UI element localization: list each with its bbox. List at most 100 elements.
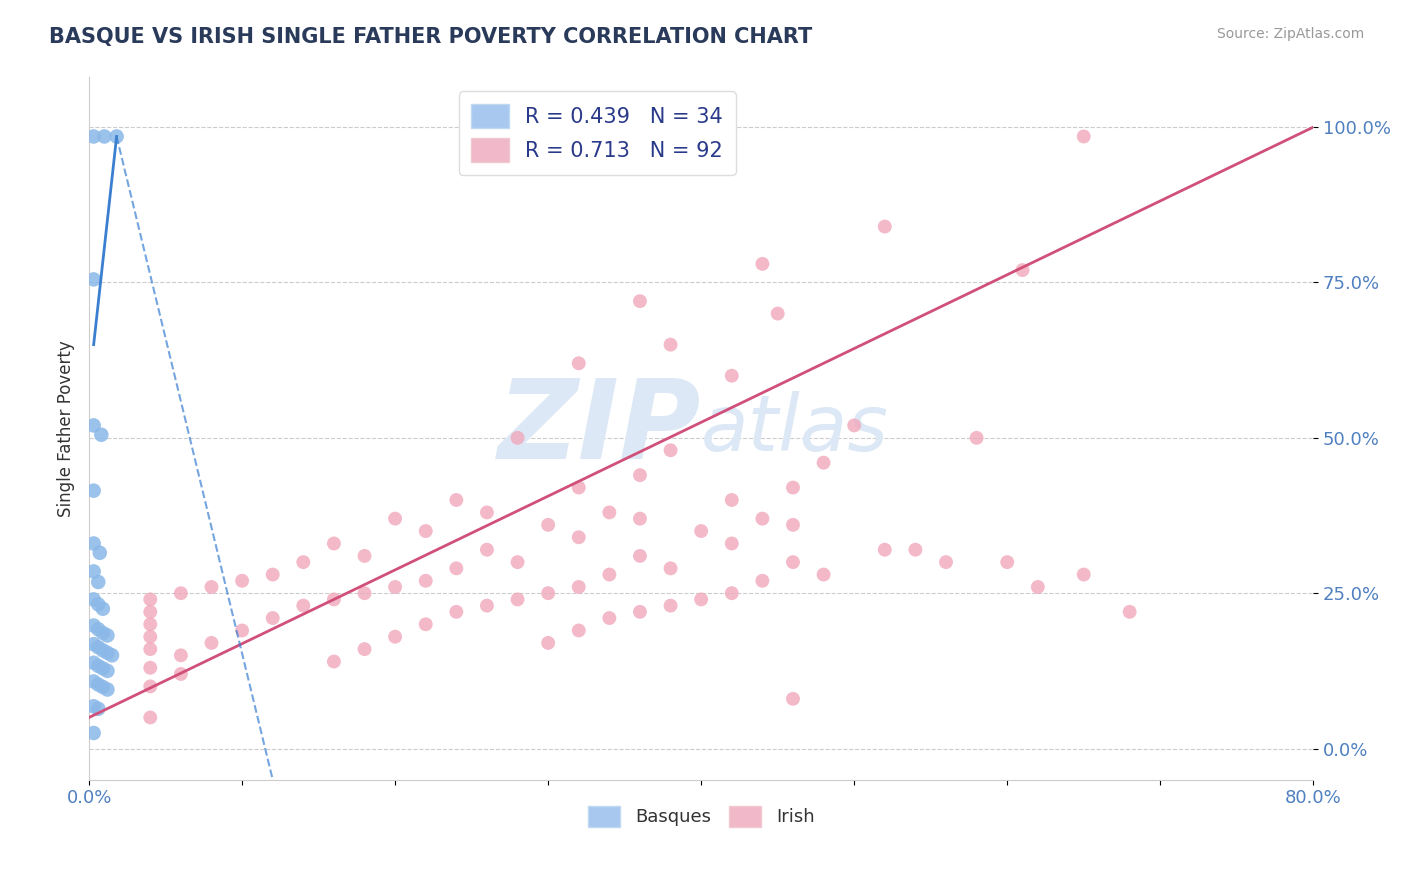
Point [83,565,105,579]
Point [200,580,222,594]
Point [96,682,118,697]
Point [105,129,128,144]
Point [475,505,498,519]
Point [628,294,651,309]
Point [844,418,866,433]
Point [628,511,651,525]
Point [139,592,162,607]
Text: BASQUE VS IRISH SINGLE FATHER POVERTY CORRELATION CHART: BASQUE VS IRISH SINGLE FATHER POVERTY CO… [49,27,813,46]
Point [101,648,124,663]
Point [83,272,105,286]
Point [353,586,375,600]
Point [659,443,682,458]
Point [751,257,773,271]
Point [446,605,468,619]
Point [83,674,105,689]
Point [446,493,468,508]
Point [659,561,682,575]
Point [1011,263,1033,277]
Point [96,646,118,660]
Point [83,726,105,740]
Text: atlas: atlas [702,391,889,467]
Point [628,549,651,563]
Point [322,592,344,607]
Point [83,699,105,714]
Point [659,599,682,613]
Y-axis label: Single Father Poverty: Single Father Poverty [58,340,75,516]
Point [813,456,835,470]
Point [96,628,118,642]
Point [87,702,110,716]
Point [1118,605,1140,619]
Point [91,680,114,694]
Point [782,691,804,706]
Text: ZIP: ZIP [498,375,702,482]
Point [690,524,713,538]
Point [91,626,114,640]
Point [506,592,529,607]
Point [200,636,222,650]
Point [83,656,105,670]
Point [904,542,927,557]
Point [83,129,105,144]
Point [415,524,437,538]
Point [1026,580,1049,594]
Point [446,561,468,575]
Point [475,599,498,613]
Point [139,642,162,657]
Point [537,636,560,650]
Point [720,368,742,383]
Point [690,592,713,607]
Point [139,630,162,644]
Point [751,511,773,525]
Point [353,549,375,563]
Point [966,431,988,445]
Point [292,599,315,613]
Point [628,468,651,483]
Point [751,574,773,588]
Point [139,605,162,619]
Point [231,624,253,638]
Legend: Basques, Irish: Basques, Irish [581,798,821,834]
Point [322,655,344,669]
Point [628,605,651,619]
Point [93,129,115,144]
Point [598,611,620,625]
Point [782,481,804,495]
Point [87,640,110,655]
Point [139,661,162,675]
Point [87,598,110,612]
Point [568,580,591,594]
Point [83,637,105,651]
Point [1073,567,1095,582]
Point [384,580,406,594]
Point [170,667,193,681]
Point [782,517,804,532]
Point [262,567,284,582]
Point [873,542,896,557]
Point [91,601,114,615]
Point [568,624,591,638]
Point [83,483,105,498]
Point [995,555,1018,569]
Point [83,618,105,632]
Point [89,546,111,560]
Point [659,337,682,351]
Point [90,427,112,442]
Point [568,356,591,370]
Point [353,642,375,657]
Point [87,622,110,636]
Point [720,493,742,508]
Point [170,586,193,600]
Point [415,574,437,588]
Point [87,677,110,691]
Point [91,643,114,657]
Point [83,536,105,550]
Point [537,586,560,600]
Point [1073,129,1095,144]
Point [568,530,591,544]
Point [506,431,529,445]
Point [598,505,620,519]
Point [139,710,162,724]
Point [83,418,105,433]
